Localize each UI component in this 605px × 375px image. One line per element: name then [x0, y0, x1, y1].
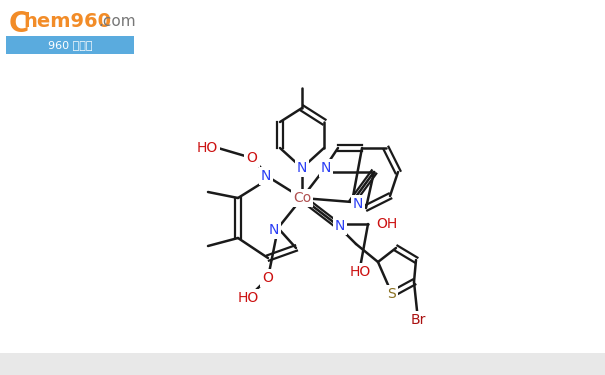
Text: HO: HO	[237, 291, 258, 305]
Text: O: O	[247, 151, 258, 165]
Text: HO: HO	[349, 265, 371, 279]
Text: S: S	[388, 287, 396, 301]
Text: N: N	[297, 161, 307, 175]
FancyBboxPatch shape	[6, 6, 134, 54]
FancyBboxPatch shape	[0, 353, 605, 375]
Text: N: N	[353, 197, 363, 211]
Text: N: N	[321, 161, 331, 175]
Text: hem960: hem960	[23, 12, 111, 31]
Text: .com: .com	[98, 14, 136, 29]
FancyBboxPatch shape	[6, 36, 134, 54]
Text: N: N	[335, 219, 345, 233]
Text: Co: Co	[293, 191, 311, 205]
Text: Br: Br	[410, 313, 426, 327]
Text: 960 化工网: 960 化工网	[48, 40, 92, 50]
Text: C: C	[9, 10, 30, 38]
Text: N: N	[269, 223, 279, 237]
Text: N: N	[261, 169, 271, 183]
Text: OH: OH	[376, 217, 397, 231]
Text: HO: HO	[197, 141, 218, 155]
Text: O: O	[263, 271, 273, 285]
